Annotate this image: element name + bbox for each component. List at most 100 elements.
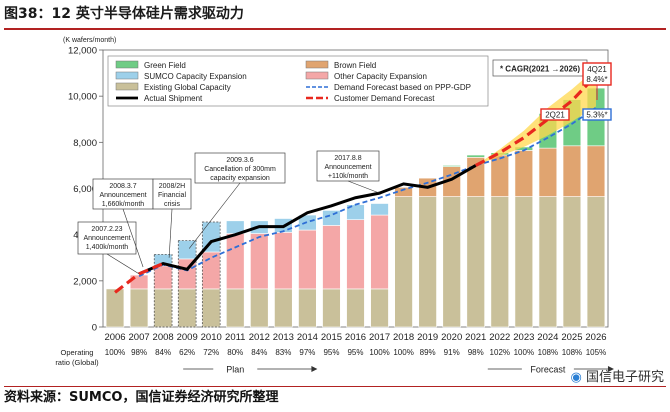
annotation-text-0: 2007.2.23 [91, 226, 122, 233]
source-note: 资料来源：SUMCO，国信证券经济研究所整理 [4, 386, 666, 411]
bar-4-2021 [466, 154, 485, 158]
bar-0-2022 [490, 196, 509, 328]
annotation-leader-2 [168, 208, 173, 258]
brand-label: ◉ 国信电子研究 [571, 366, 665, 385]
plan-label-bg [213, 363, 258, 375]
annotation-text-4: Announcement [324, 164, 371, 171]
bar-1-2012 [250, 233, 269, 290]
bar-3-2023 [514, 150, 534, 197]
annotation-text-3: Cancellation of 300mm [204, 166, 276, 173]
annotation-text-0: Announcement [83, 235, 130, 242]
y-tick-label: 12,000 [68, 46, 97, 57]
legend-label-5: Demand Forecast based on PPP-GDP [334, 83, 471, 92]
x-tick-label: 2008 [153, 332, 174, 343]
annotation-text-2: crisis [164, 201, 180, 208]
bar-0-2006 [105, 288, 125, 328]
operating-ratio-value: 91% [444, 348, 460, 357]
operating-ratio-label: Operating [61, 348, 94, 357]
x-tick-label: 2021 [465, 332, 486, 343]
bar-0-2010 [202, 288, 221, 328]
x-tick-label: 2022 [489, 332, 510, 343]
operating-ratio-value: 80% [227, 348, 243, 357]
bar-3-2024 [538, 147, 558, 197]
annotation-text-2: Financial [158, 192, 186, 199]
legend-box [107, 55, 489, 107]
bar-1-2014 [298, 229, 317, 290]
legend-label-4: Existing Global Capacity [144, 83, 231, 92]
series-line-0-0 [138, 164, 477, 276]
legend-swatch-2 [115, 71, 139, 80]
legend-label-0: Green Field [144, 61, 186, 70]
annotation-text-1: 1,660k/month [102, 201, 145, 208]
x-tick-label: 2024 [537, 332, 558, 343]
bar-3-2022 [490, 154, 509, 197]
bar-1-2010 [202, 251, 221, 290]
bar-0-2018 [394, 196, 413, 328]
x-tick-label: 2023 [513, 332, 534, 343]
x-tick-label: 2017 [369, 332, 390, 343]
annotation-text-4: 2017.8.8 [334, 155, 361, 162]
annotation-leader-0 [106, 253, 140, 275]
x-tick-label: 2007 [129, 332, 150, 343]
operating-ratio-value: 98% [468, 348, 484, 357]
operating-ratio-value: 108% [538, 348, 558, 357]
bar-0-2024 [538, 196, 558, 328]
y-tick-label: 6,000 [73, 184, 97, 195]
x-tick-label: 2018 [393, 332, 414, 343]
bar-0-2016 [346, 288, 365, 328]
page-title: 图38：12 英寸半导体硅片需求驱动力 [4, 2, 666, 30]
bar-1-2011 [226, 233, 245, 290]
legend-label-3: Other Capacity Expansion [334, 72, 427, 81]
dashed-box-2009 [177, 240, 197, 328]
annotation-text-3: 2009.3.6 [226, 157, 253, 164]
dashed-box-2010 [201, 221, 221, 328]
bar-0-2009 [177, 288, 197, 328]
operating-ratio-value: 84% [251, 348, 267, 357]
legend-swatch-4 [115, 82, 139, 91]
forecast-label: Forecast [530, 365, 566, 375]
annotation-leader-4 [347, 180, 380, 194]
operating-ratio-value: 89% [420, 348, 436, 357]
legend-swatch-0 [115, 60, 139, 69]
bar-0-2023 [514, 196, 534, 328]
x-tick-label: 2011 [225, 332, 245, 343]
x-tick-label: 2009 [177, 332, 198, 343]
bar-4-2020 [442, 165, 461, 167]
bar-0-2021 [466, 196, 485, 328]
bar-0-2012 [250, 288, 269, 328]
annotation-box-4 [316, 150, 380, 182]
callout-label-4q21: 4Q21 [587, 65, 607, 74]
x-tick-label: 2014 [297, 332, 318, 343]
legend-swatch-1 [305, 60, 329, 69]
bar-0-2025 [562, 196, 582, 328]
annotation-box-2 [152, 178, 192, 210]
bar-0-2017 [370, 288, 389, 328]
forecast-band [475, 68, 596, 166]
legend-label-7: Customer Demand Forecast [334, 94, 435, 103]
bar-0-2019 [418, 196, 437, 328]
x-tick-label: 2013 [273, 332, 294, 343]
operating-ratio-value: 108% [562, 348, 582, 357]
bar-1-2008 [153, 265, 173, 290]
bar-1-2015 [322, 225, 341, 290]
annotation-text-1: 2008.3.7 [109, 183, 136, 190]
y-tick-label: 8,000 [73, 138, 97, 149]
x-tick-label: 2020 [441, 332, 462, 343]
annotation-box-0 [77, 221, 137, 255]
x-tick-label: 2006 [104, 332, 125, 343]
operating-ratio-value: 105% [586, 348, 606, 357]
series-line-2-2 [474, 74, 598, 167]
x-tick-label: 2025 [561, 332, 582, 343]
operating-ratio-value: 98% [131, 348, 147, 357]
legend-label-2: SUMCO Capacity Expansion [144, 72, 247, 81]
bar-1-2017 [370, 214, 389, 290]
operating-ratio-value: 84% [155, 348, 171, 357]
callout-label-2q21: 2Q21 [545, 111, 565, 120]
operating-ratio-value: 100% [369, 348, 389, 357]
bar-0-2020 [442, 196, 461, 328]
x-tick-label: 2015 [321, 332, 342, 343]
bar-1-2013 [274, 232, 293, 290]
operating-ratio-value: 97% [299, 348, 315, 357]
